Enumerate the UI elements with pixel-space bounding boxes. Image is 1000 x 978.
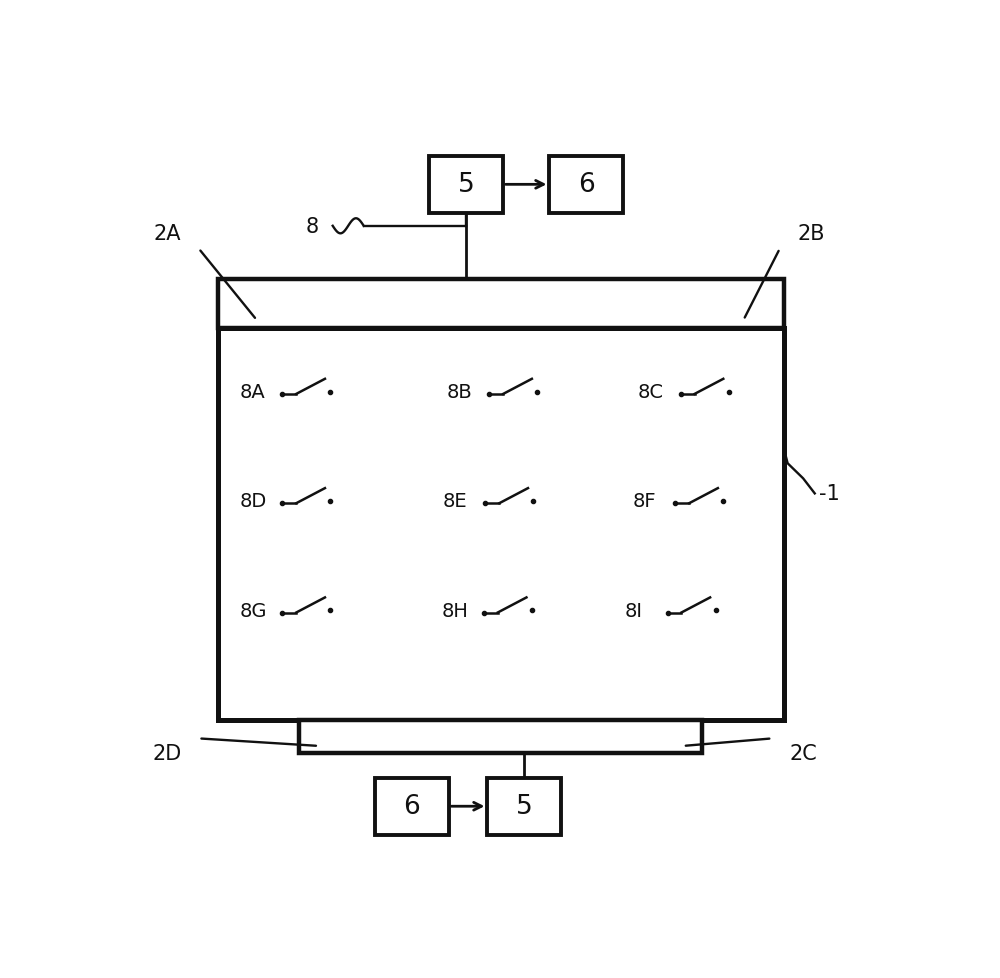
Text: 8G: 8G (240, 601, 267, 620)
Text: 5: 5 (458, 172, 474, 199)
Bar (218, 280, 784, 329)
Text: 8A: 8A (240, 382, 265, 402)
Bar (218, 329, 784, 720)
Text: 8D: 8D (240, 492, 267, 511)
Bar (299, 720, 702, 754)
Text: 8C: 8C (638, 382, 664, 402)
Text: 8I: 8I (625, 601, 643, 620)
Text: 8B: 8B (447, 382, 472, 402)
Text: -1: -1 (819, 484, 839, 504)
Text: 8H: 8H (441, 601, 468, 620)
Text: 2A: 2A (154, 224, 181, 244)
Text: 5: 5 (516, 793, 532, 820)
Text: 2D: 2D (153, 743, 182, 764)
Text: 2B: 2B (797, 224, 825, 244)
Text: 8: 8 (306, 216, 319, 237)
Text: 8F: 8F (633, 492, 656, 511)
Text: 6: 6 (403, 793, 420, 820)
Bar (375, 778, 449, 834)
Bar (487, 778, 561, 834)
Bar (549, 156, 623, 213)
Text: 6: 6 (578, 172, 594, 199)
Bar (429, 156, 503, 213)
Text: 8E: 8E (443, 492, 467, 511)
Text: 2C: 2C (789, 743, 817, 764)
